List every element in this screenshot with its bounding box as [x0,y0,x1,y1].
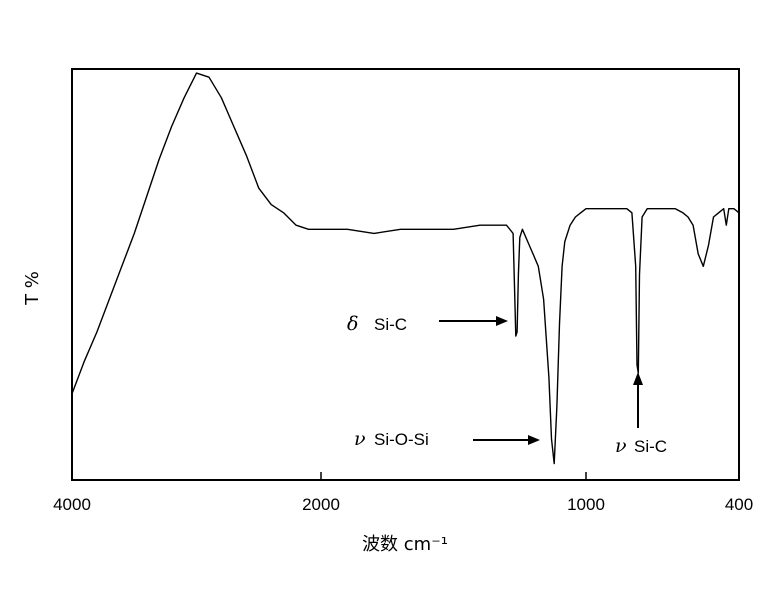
annotation-delta-arrow-head [496,316,508,326]
annotation-delta-label: Si-C [374,315,407,334]
annotation-delta-symbol: δ [347,313,358,335]
x-axis-title: 波数 cm⁻¹ [362,534,448,555]
spectrum-line [71,72,740,465]
x-axis-ticks [71,472,740,480]
annotation-nu-si-o-si: ν Si-O-Si [354,428,540,450]
annotation-nu-siosi-label: Si-O-Si [374,430,429,449]
annotation-nu-siosi-symbol: ν [354,428,366,450]
annotation-nu-sic-symbol: ν [615,435,627,457]
x-tick-label-4000: 4000 [53,495,91,514]
x-tick-label-400: 400 [725,495,753,514]
annotation-nu-siosi-arrow-head [528,435,540,445]
x-tick-labels: 4000 2000 1000 400 [53,495,753,514]
annotation-nu-sic-label: Si-C [634,437,667,456]
annotation-delta-si-c: δ Si-C [347,313,508,335]
x-tick-label-2000: 2000 [302,495,340,514]
y-axis-title: T % [22,271,43,306]
annotation-nu-si-c: ν Si-C [615,372,667,457]
plot-frame [71,68,740,481]
x-tick-label-1000: 1000 [567,495,605,514]
annotation-nu-sic-arrow-head [633,372,643,385]
